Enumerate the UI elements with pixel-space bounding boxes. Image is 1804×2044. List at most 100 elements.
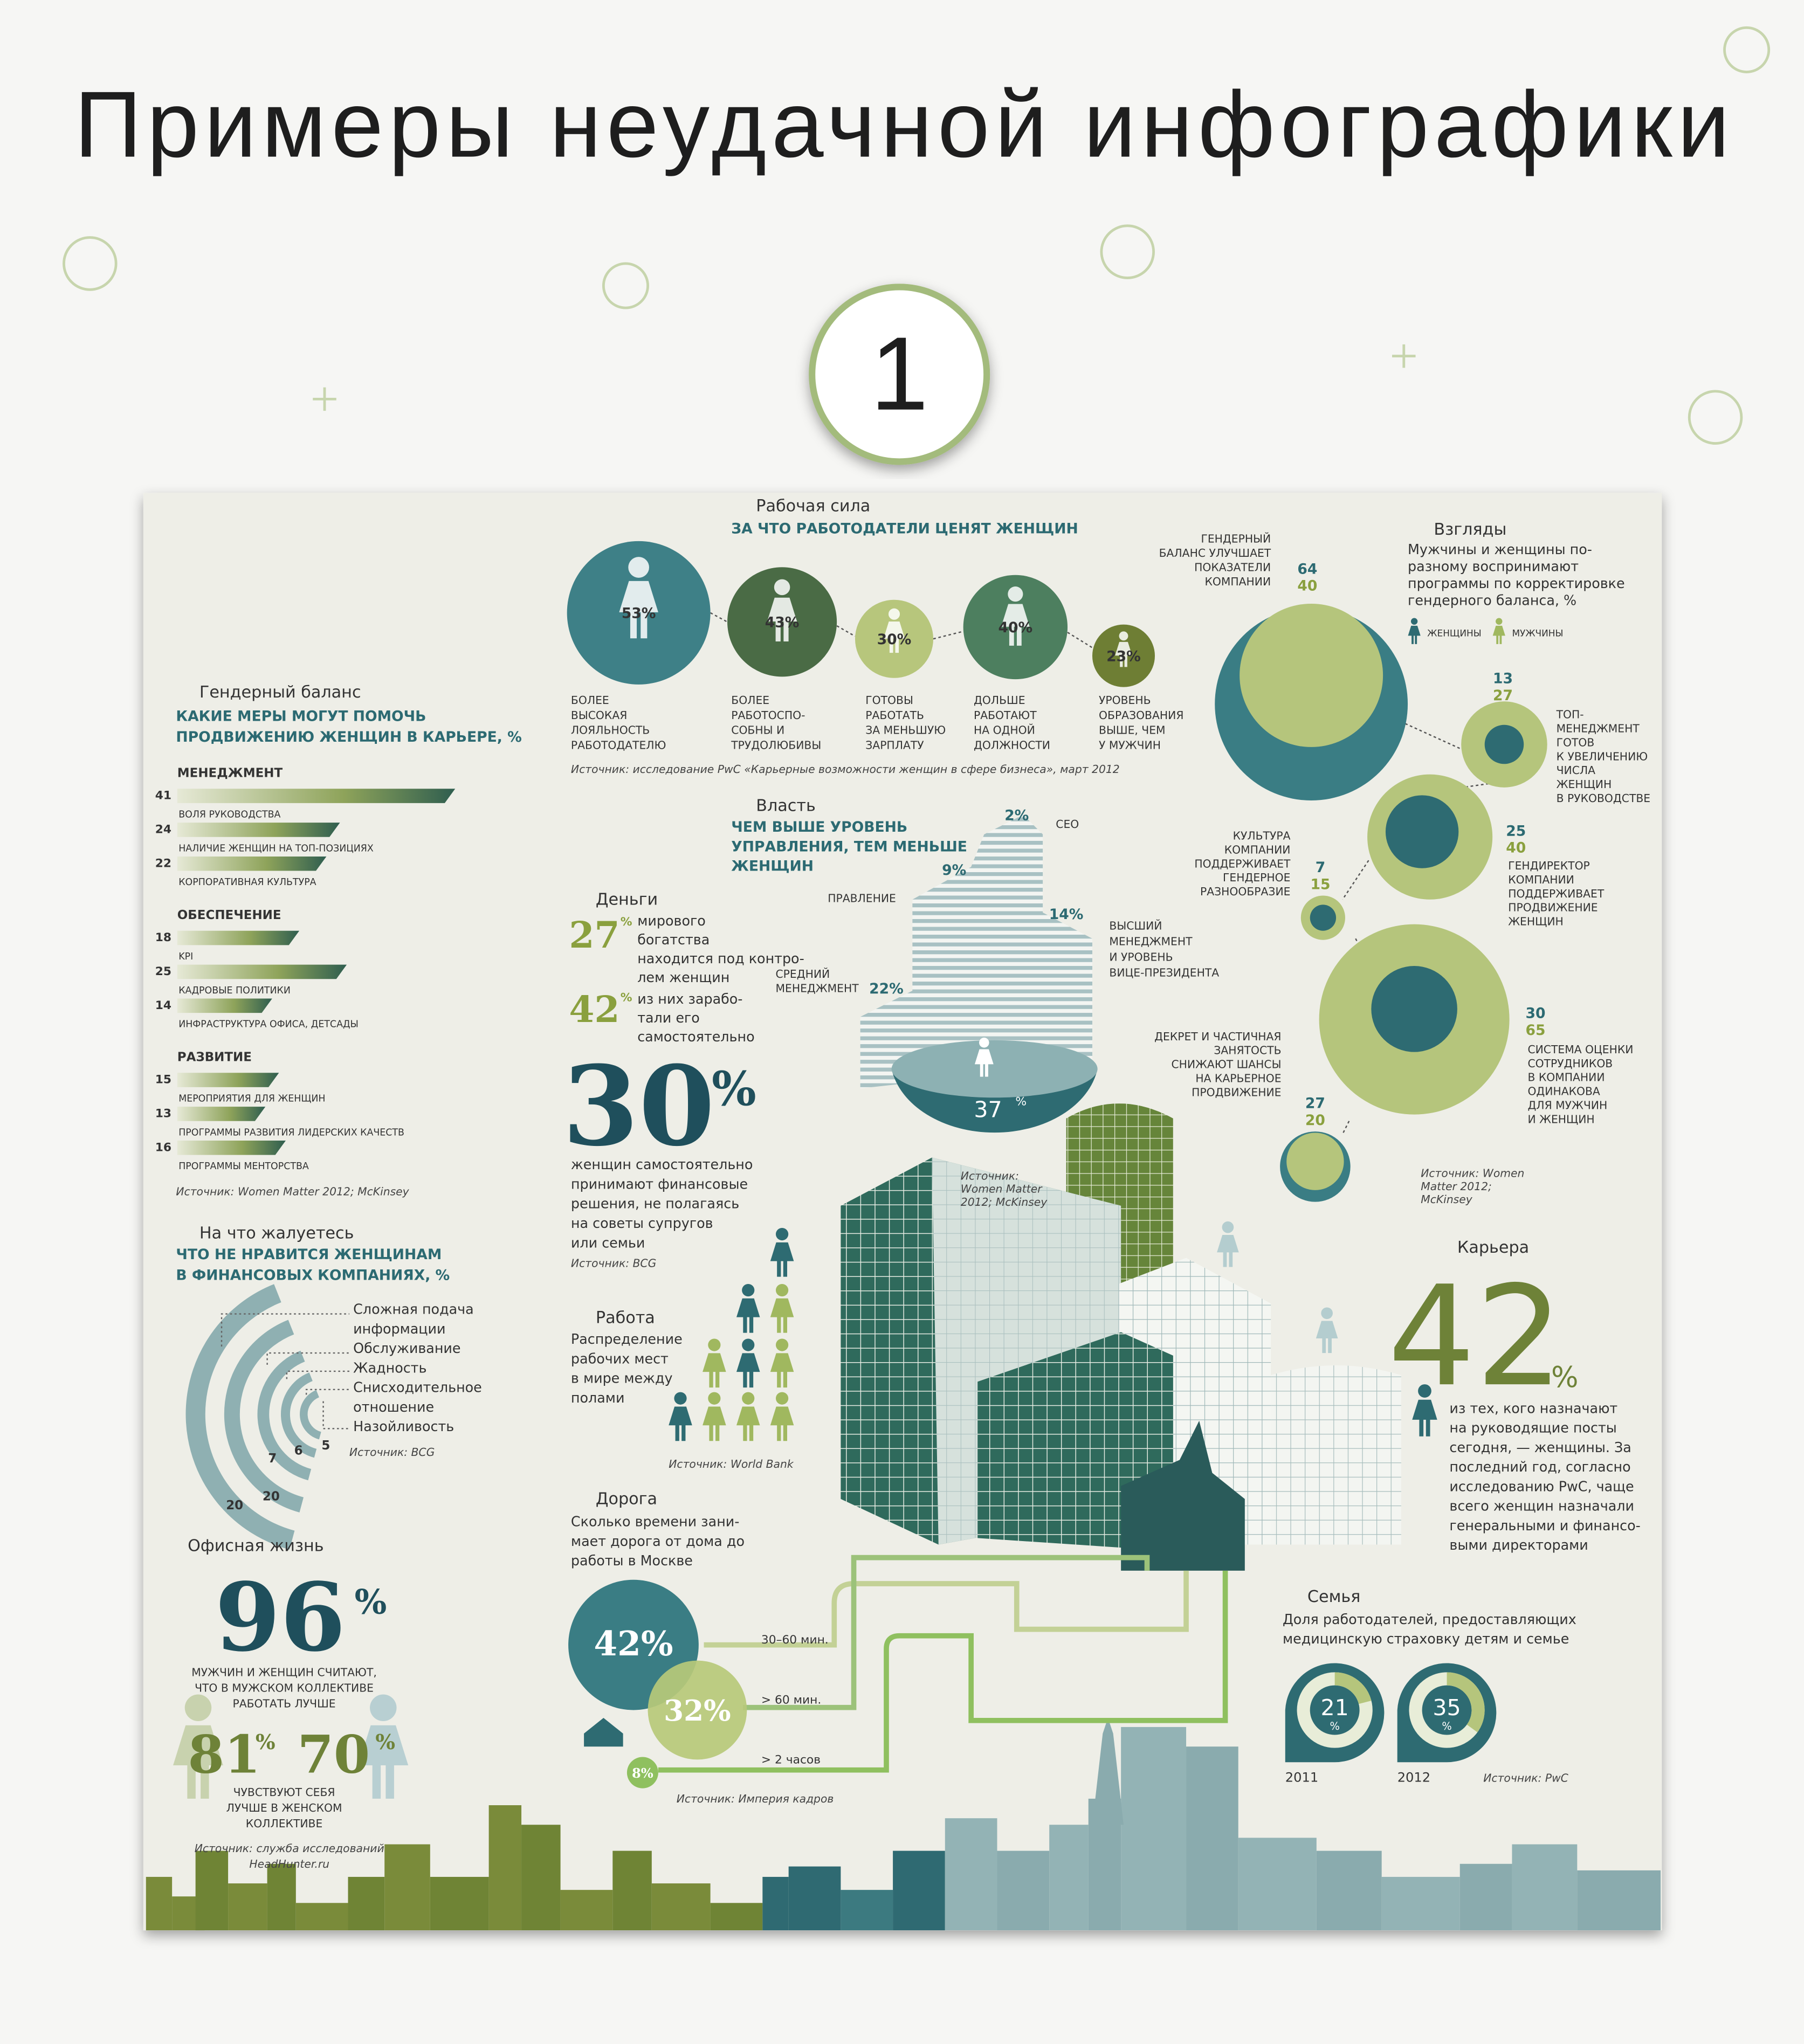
skyline-building [1186, 1746, 1238, 1931]
label: 16 [155, 1141, 171, 1154]
skyline-building [1121, 1727, 1187, 1931]
label: 64 [1297, 561, 1317, 577]
label: РАЗВИТИЕ [177, 1051, 252, 1065]
label: РАБОТАТЬ [865, 709, 924, 722]
bubble-inner [1240, 603, 1383, 747]
label: рабочих мест [571, 1350, 669, 1366]
label: Карьера [1457, 1238, 1529, 1257]
label: НА КАРЬЕРНОЕ [1195, 1072, 1281, 1085]
bar [177, 1141, 286, 1155]
label: Гендерный баланс [199, 683, 361, 702]
label: ГОТОВ [1557, 736, 1595, 749]
label: 22 [155, 857, 171, 870]
label: 37 [974, 1096, 1002, 1122]
label: Источник: исследование PwC «Карьерные во… [571, 763, 1120, 776]
label: В РУКОВОДСТВЕ [1557, 792, 1650, 805]
label: МЕНЕДЖМЕНТ [1109, 935, 1193, 948]
bubble-inner [1310, 904, 1337, 931]
slide-title: Примеры неудачной инфографики [74, 72, 1730, 177]
label: 27 [1305, 1095, 1325, 1112]
label: 13 [1493, 670, 1513, 687]
person-head [775, 1283, 789, 1297]
label: МЕНЕДЖМЕНТ [775, 982, 859, 995]
label: НА ОДНОЙ [974, 723, 1035, 737]
connector [1342, 723, 1499, 1135]
label: СОБНЫ И [731, 724, 784, 737]
label: 40 [1506, 840, 1526, 857]
label: МУЖЧИН И ЖЕНЩИН СЧИТАЮТ, [191, 1666, 377, 1679]
connector [710, 612, 1096, 650]
person-body [736, 1298, 760, 1333]
label: ЗАНЯТОСТЬ [1214, 1044, 1281, 1057]
house [584, 1718, 623, 1747]
skyline-building [893, 1850, 945, 1931]
label: женщин самостоятельно [571, 1156, 753, 1172]
label: 14 [155, 999, 171, 1012]
label: % [621, 915, 632, 929]
label: 5 [321, 1439, 330, 1453]
label: CEO [1056, 818, 1079, 831]
label: отношение [353, 1399, 434, 1415]
bar [177, 856, 327, 871]
skyline-building [488, 1805, 522, 1931]
label: У МУЖЧИН [1099, 739, 1161, 752]
value-circle [1092, 624, 1155, 687]
label: РАБОТОДАТЕЛЮ [571, 739, 666, 752]
person-body [1115, 641, 1132, 667]
person-head [708, 1338, 721, 1351]
label: > 60 мин. [761, 1693, 821, 1707]
label: гендерного баланса, % [1408, 592, 1576, 608]
person-body [1001, 604, 1030, 646]
label: ГОТОВЫ [865, 694, 913, 707]
label: ЗА ЧТО РАБОТОДАТЕЛИ ЦЕНЯТ ЖЕНЩИН [731, 520, 1078, 537]
label: Распределение [571, 1331, 683, 1347]
power-bowl-top [891, 1040, 1098, 1098]
label: ОБРАЗОВАНИЯ [1099, 709, 1183, 722]
label: ВЫСОКАЯ [571, 709, 627, 722]
skyline-building [788, 1866, 841, 1931]
label: К УВЕЛИЧЕНИЮ [1557, 750, 1648, 763]
label: РАЗНООБРАЗИЕ [1200, 885, 1290, 898]
skyline-building [1238, 1838, 1317, 1931]
label: на руководящие посты [1449, 1420, 1616, 1436]
person-body [736, 1406, 760, 1441]
label: 2012; McKinsey [961, 1196, 1048, 1209]
label: лем женщин [637, 969, 729, 985]
skyline-building [945, 1818, 997, 1931]
skyline-building [267, 1863, 296, 1931]
label: % [1330, 1720, 1339, 1732]
label: всего женщин назначали [1449, 1498, 1634, 1514]
label: работы в Москве [571, 1552, 693, 1569]
person-head [1418, 1384, 1431, 1398]
label: МЕНЕДЖМЕНТ [177, 766, 283, 780]
value-circle [963, 575, 1068, 680]
label: 30 [562, 1041, 715, 1170]
label: Власть [756, 796, 816, 815]
label: последний год, согласно [1449, 1459, 1630, 1475]
person-head [775, 1392, 789, 1405]
person-body [1217, 1234, 1239, 1267]
arc [300, 1390, 321, 1440]
label: ДОЛЖНОСТИ [974, 739, 1050, 752]
label: 96 [215, 1563, 346, 1673]
skyline-building [1316, 1850, 1382, 1931]
label: ЛУЧШЕ В ЖЕНСКОМ [226, 1801, 342, 1814]
bar [177, 930, 300, 945]
label: ПРОГРАММЫ МЕНТОРСТВА [178, 1161, 309, 1172]
label: % [621, 991, 632, 1004]
label: РАБОТОСПО- [731, 709, 805, 722]
arc [281, 1372, 317, 1458]
label: 35 [1433, 1695, 1461, 1721]
person-head [1008, 586, 1023, 602]
label: % [712, 1061, 756, 1117]
label: СРЕДНИЙ [775, 967, 830, 980]
skyline-building [1512, 1844, 1578, 1931]
value-circle [648, 1660, 747, 1760]
label: Источник: Women Matter 2012; McKinsey [176, 1185, 409, 1198]
label: Источник: Империя кадров [677, 1792, 834, 1805]
label: 32% [664, 1694, 731, 1728]
skyline-building [710, 1903, 763, 1931]
label: КАКИЕ МЕРЫ МОГУТ ПОМОЧЬ [176, 708, 426, 725]
value-circle [626, 1757, 658, 1788]
label: 27 [569, 913, 619, 956]
